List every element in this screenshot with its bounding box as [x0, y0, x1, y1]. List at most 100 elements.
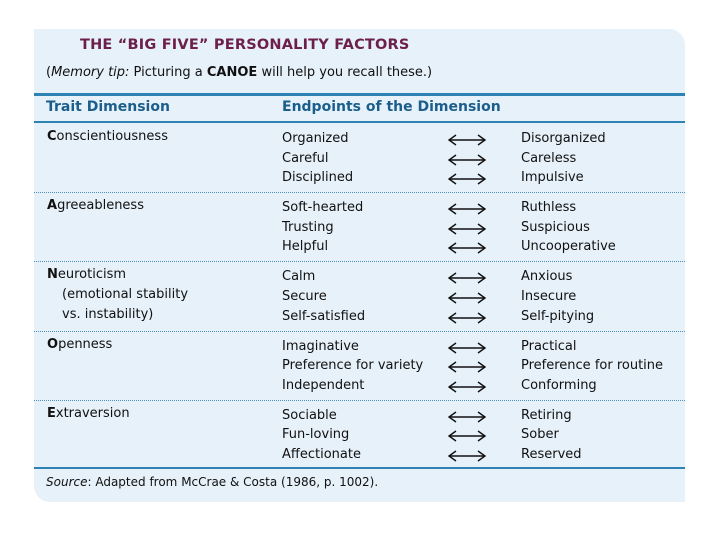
trait-initial: A: [47, 198, 58, 214]
source-label: Source: [46, 475, 88, 489]
endpoint-right: Suspicious: [521, 219, 590, 235]
endpoint-row: Careful Careless: [34, 149, 685, 169]
double-arrow-icon: [447, 271, 487, 284]
endpoint-left: Imaginative: [282, 338, 359, 354]
memory-tip: (Memory tip: Picturing a CANOE will help…: [46, 65, 432, 80]
trait-initial: O: [47, 336, 59, 352]
trait-name: Agreeableness: [47, 196, 144, 216]
trait-group: Neuroticism (emotional stability vs. insta…: [34, 261, 685, 332]
double-arrow-icon: [447, 133, 487, 146]
endpoint-row: Fun-loving Sober: [34, 425, 685, 445]
endpoint-left: Sociable: [282, 407, 337, 423]
endpoint-right: Reserved: [521, 446, 582, 462]
endpoint-left: Secure: [282, 288, 327, 304]
endpoint-left: Helpful: [282, 239, 329, 255]
endpoint-row: Calm Anxious: [34, 267, 685, 287]
endpoint-row: Preference for variety Preference for rou…: [34, 356, 685, 376]
endpoint-row: Soft-hearted Ruthless: [34, 198, 685, 218]
endpoint-left: Preference for variety: [282, 358, 424, 374]
endpoint-left: Fun-loving: [282, 427, 350, 443]
endpoint-right: Anxious: [521, 269, 573, 285]
group-separator: [34, 261, 685, 263]
trait-name: Extraversion: [47, 404, 130, 424]
double-arrow-icon: [447, 410, 487, 423]
source-rule: [34, 467, 685, 469]
trait-name-rest: euroticism: [57, 267, 127, 283]
endpoint-left: Independent: [282, 377, 365, 393]
trait-group: Extraversion Sociable Retiring Fun-loving So…: [34, 399, 685, 471]
endpoint-left: Self-satisfied: [282, 308, 366, 324]
trait-subtitle: vs. instability): [62, 307, 154, 323]
endpoint-row: Disciplined Impulsive: [34, 168, 685, 188]
endpoint-left: Disciplined: [282, 170, 354, 186]
double-arrow-icon: [447, 360, 487, 373]
endpoint-left: Soft-hearted: [282, 200, 364, 216]
endpoint-right: Self-pitying: [521, 308, 595, 324]
trait-name: Neuroticism (emotional stability vs. insta…: [47, 265, 188, 325]
double-arrow-icon: [447, 311, 487, 324]
trait-name: Conscientiousness: [47, 127, 168, 147]
top-rule: [34, 93, 685, 96]
double-arrow-icon: [447, 241, 487, 254]
trait-initial: N: [47, 267, 58, 283]
endpoint-left: Calm: [282, 269, 316, 285]
double-arrow-icon: [447, 291, 487, 304]
endpoint-right: Practical: [521, 338, 577, 354]
endpoint-right: Sober: [521, 427, 559, 443]
trait-subtitle: (emotional stability: [62, 287, 189, 303]
trait-initial: C: [47, 129, 57, 144]
trait-name-rest: greeableness: [57, 198, 144, 214]
endpoint-right: Disorganized: [521, 131, 606, 146]
trait-name-rest: xtraversion: [55, 405, 130, 421]
double-arrow-icon: [447, 449, 487, 462]
memory-tip-pre: Picturing a: [129, 65, 207, 80]
table-title: THE “BIG FIVE” PERSONALITY FACTORS: [80, 37, 410, 53]
header-rule: [34, 121, 685, 123]
source-text: : Adapted from McCrae & Costa (1986, p. …: [87, 475, 379, 489]
memory-tip-keyword: CANOE: [206, 65, 258, 80]
double-arrow-icon: [447, 202, 487, 215]
endpoint-right: Ruthless: [521, 200, 577, 216]
endpoint-left: Careful: [282, 150, 329, 166]
endpoint-row: Independent Conforming: [34, 376, 685, 396]
endpoint-right: Impulsive: [521, 170, 584, 186]
trait-group: Conscientiousness Organized Disorganized Ca…: [34, 124, 685, 194]
double-arrow-icon: [447, 429, 487, 442]
endpoint-right: Conforming: [521, 377, 597, 393]
double-arrow-icon: [447, 153, 487, 166]
group-separator: [34, 330, 685, 332]
endpoint-row: Imaginative Practical: [34, 337, 685, 357]
endpoint-row: Trusting Suspicious: [34, 218, 685, 238]
trait-name: Openness: [47, 335, 112, 355]
trait-group: Agreeableness Soft-hearted Ruthless Trustin…: [34, 192, 685, 263]
endpoint-right: Preference for routine: [521, 358, 664, 374]
endpoint-row: Affectionate Reserved: [34, 445, 685, 465]
endpoint-row: Helpful Uncooperative: [34, 237, 685, 257]
endpoint-row: Self-satisfied Self-pitying: [34, 307, 685, 327]
header-endpoints: Endpoints of the Dimension: [282, 99, 501, 115]
memory-tip-open: (: [46, 65, 52, 80]
trait-name-rest: penness: [58, 336, 113, 352]
endpoint-right: Careless: [521, 150, 577, 166]
memory-tip-label: Memory tip:: [51, 65, 130, 80]
endpoint-left: Trusting: [282, 219, 334, 235]
personality-factors-table: THE “BIG FIVE” PERSONALITY FACTORS (Memo…: [34, 29, 685, 502]
endpoint-right: Retiring: [521, 407, 572, 423]
double-arrow-icon: [447, 341, 487, 354]
double-arrow-icon: [447, 380, 487, 393]
source-note: Source: Adapted from McCrae & Costa (198…: [46, 475, 378, 489]
endpoint-row: Organized Disorganized: [34, 129, 685, 149]
double-arrow-icon: [447, 222, 487, 235]
trait-initial: E: [47, 405, 56, 421]
endpoint-left: Organized: [282, 131, 349, 146]
header-trait-dimension: Trait Dimension: [46, 99, 170, 115]
trait-group: Openness Imaginative Practical Preference f…: [34, 330, 685, 402]
memory-tip-post: will help you recall these.): [257, 65, 433, 80]
endpoint-row: Secure Insecure: [34, 287, 685, 307]
endpoint-left: Affectionate: [282, 446, 361, 462]
group-separator: [34, 192, 685, 194]
endpoint-right: Insecure: [521, 288, 577, 304]
double-arrow-icon: [447, 172, 487, 185]
endpoint-row: Sociable Retiring: [34, 406, 685, 426]
group-separator: [34, 399, 685, 401]
